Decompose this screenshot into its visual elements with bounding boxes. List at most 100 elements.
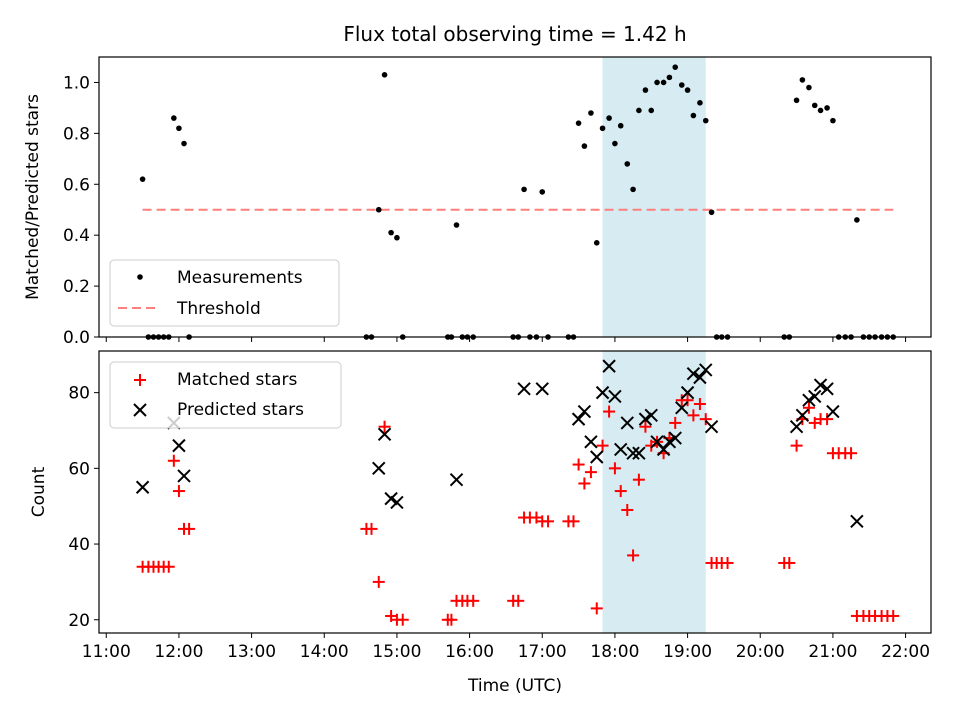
measurement-point — [539, 189, 546, 195]
measurement-point — [854, 217, 860, 223]
matched-star-point — [693, 397, 706, 410]
x-tick-label: 19:00 — [663, 642, 712, 662]
predicted-star-point — [644, 408, 658, 423]
y-tick-label: 1.0 — [63, 73, 90, 93]
measurement-point — [617, 122, 624, 129]
bottom-panel-y-ticks: 20 40 60 80 — [68, 384, 99, 631]
top-legend-marker-measurements — [137, 274, 143, 280]
matched-star-point — [845, 447, 858, 460]
predicted-star-point — [820, 382, 834, 396]
x-tick-label: 17:00 — [518, 642, 567, 662]
matched-star-point — [699, 413, 712, 426]
matched-star-point — [721, 556, 734, 569]
y-tick-label: 40 — [68, 535, 90, 555]
matched-star-point — [378, 420, 391, 433]
matched-star-point — [512, 594, 525, 607]
bottom-legend-box — [109, 361, 342, 429]
matched-star-point — [639, 420, 652, 433]
predicted-star-point — [390, 495, 404, 510]
bottom-panel-predicted-points — [135, 359, 864, 529]
measurement-point — [684, 87, 691, 93]
matched-star-point — [590, 602, 603, 615]
predicted-star-point — [693, 370, 707, 385]
top-panel-frame — [98, 56, 932, 338]
matched-star-point — [542, 515, 555, 528]
y-tick-label: 60 — [68, 459, 90, 479]
matched-star-point — [572, 458, 585, 471]
matched-star-point — [172, 485, 185, 498]
y-tick-label: 0.4 — [63, 226, 90, 246]
predicted-star-point — [638, 412, 653, 426]
predicted-star-point — [449, 472, 464, 487]
measurement-point — [697, 100, 703, 106]
bottom-legend-label-matched: Matched stars — [177, 370, 297, 390]
bottom-legend-marker-predicted — [133, 403, 147, 417]
matched-star-point — [567, 515, 580, 528]
measurement-point — [612, 140, 618, 147]
predicted-star-point — [704, 419, 719, 434]
matched-star-point — [802, 401, 815, 414]
matched-star-point — [621, 503, 634, 516]
predicted-star-point — [384, 491, 398, 506]
measurement-point — [388, 229, 394, 236]
y-tick-label: 0.0 — [63, 328, 90, 348]
measurement-point — [181, 140, 187, 147]
matched-star-point — [365, 522, 378, 535]
predicted-star-point — [172, 438, 186, 453]
predicted-star-point — [795, 408, 810, 423]
matched-star-point — [596, 439, 609, 452]
measurement-point — [581, 143, 588, 149]
top-panel-legend: Measurements Threshold — [109, 259, 340, 327]
predicted-star-point — [608, 389, 622, 404]
top-panel-shaded-region — [602, 57, 706, 337]
bottom-panel-frame — [98, 350, 932, 634]
bottom-legend-marker-matched — [134, 374, 146, 386]
predicted-star-point — [135, 480, 150, 494]
measurement-point — [599, 125, 606, 132]
predicted-star-point — [808, 389, 822, 404]
predicted-star-point — [620, 416, 634, 430]
top-legend-label-measurements: Measurements — [177, 268, 303, 288]
predicted-star-point — [614, 442, 628, 457]
measurement-point — [375, 206, 382, 213]
measurement-point — [799, 77, 806, 83]
matched-star-point — [396, 613, 409, 626]
bottom-panel-x-ticks: 11:00 12:00 13:00 14:00 15:00 16:00 17:00 18:00… — [82, 633, 930, 662]
matched-star-point — [162, 560, 175, 573]
bottom-legend-label-predicted: Predicted stars — [177, 400, 304, 420]
predicted-star-point — [826, 404, 840, 419]
matched-star-point — [467, 594, 480, 607]
x-tick-label: 12:00 — [154, 642, 203, 662]
predicted-star-point — [662, 435, 677, 449]
measurement-point — [830, 117, 836, 124]
measurement-point — [521, 186, 527, 193]
matched-star-point — [584, 466, 597, 479]
matched-star-point — [681, 394, 694, 407]
matched-star-point — [578, 477, 591, 490]
predicted-star-point — [699, 363, 713, 377]
measurement-point — [824, 105, 830, 111]
matched-star-point — [627, 549, 640, 562]
measurement-point — [381, 72, 388, 78]
x-tick-label: 16:00 — [445, 642, 494, 662]
measurement-point — [453, 222, 460, 228]
measurement-point — [624, 161, 631, 167]
predicted-star-point — [813, 378, 828, 392]
chart-title: Flux total observing time = 1.42 h — [343, 22, 686, 46]
matched-star-point — [783, 556, 796, 569]
x-axis-label: Time (UTC) — [467, 676, 562, 696]
predicted-star-point — [686, 367, 701, 381]
measurement-point — [817, 107, 824, 114]
predicted-star-point — [626, 446, 640, 460]
measurement-point — [708, 209, 715, 216]
measurement-point — [702, 117, 709, 124]
top-panel-y-label: Matched/Predicted stars — [23, 94, 43, 300]
matched-star-point — [614, 485, 627, 498]
matched-star-point — [183, 522, 196, 535]
predicted-star-point — [177, 469, 191, 483]
top-legend-label-threshold: Threshold — [176, 299, 261, 319]
matched-star-point — [790, 439, 803, 452]
predicted-star-point — [377, 427, 392, 441]
x-tick-label: 18:00 — [590, 642, 639, 662]
measurement-point — [394, 234, 400, 241]
